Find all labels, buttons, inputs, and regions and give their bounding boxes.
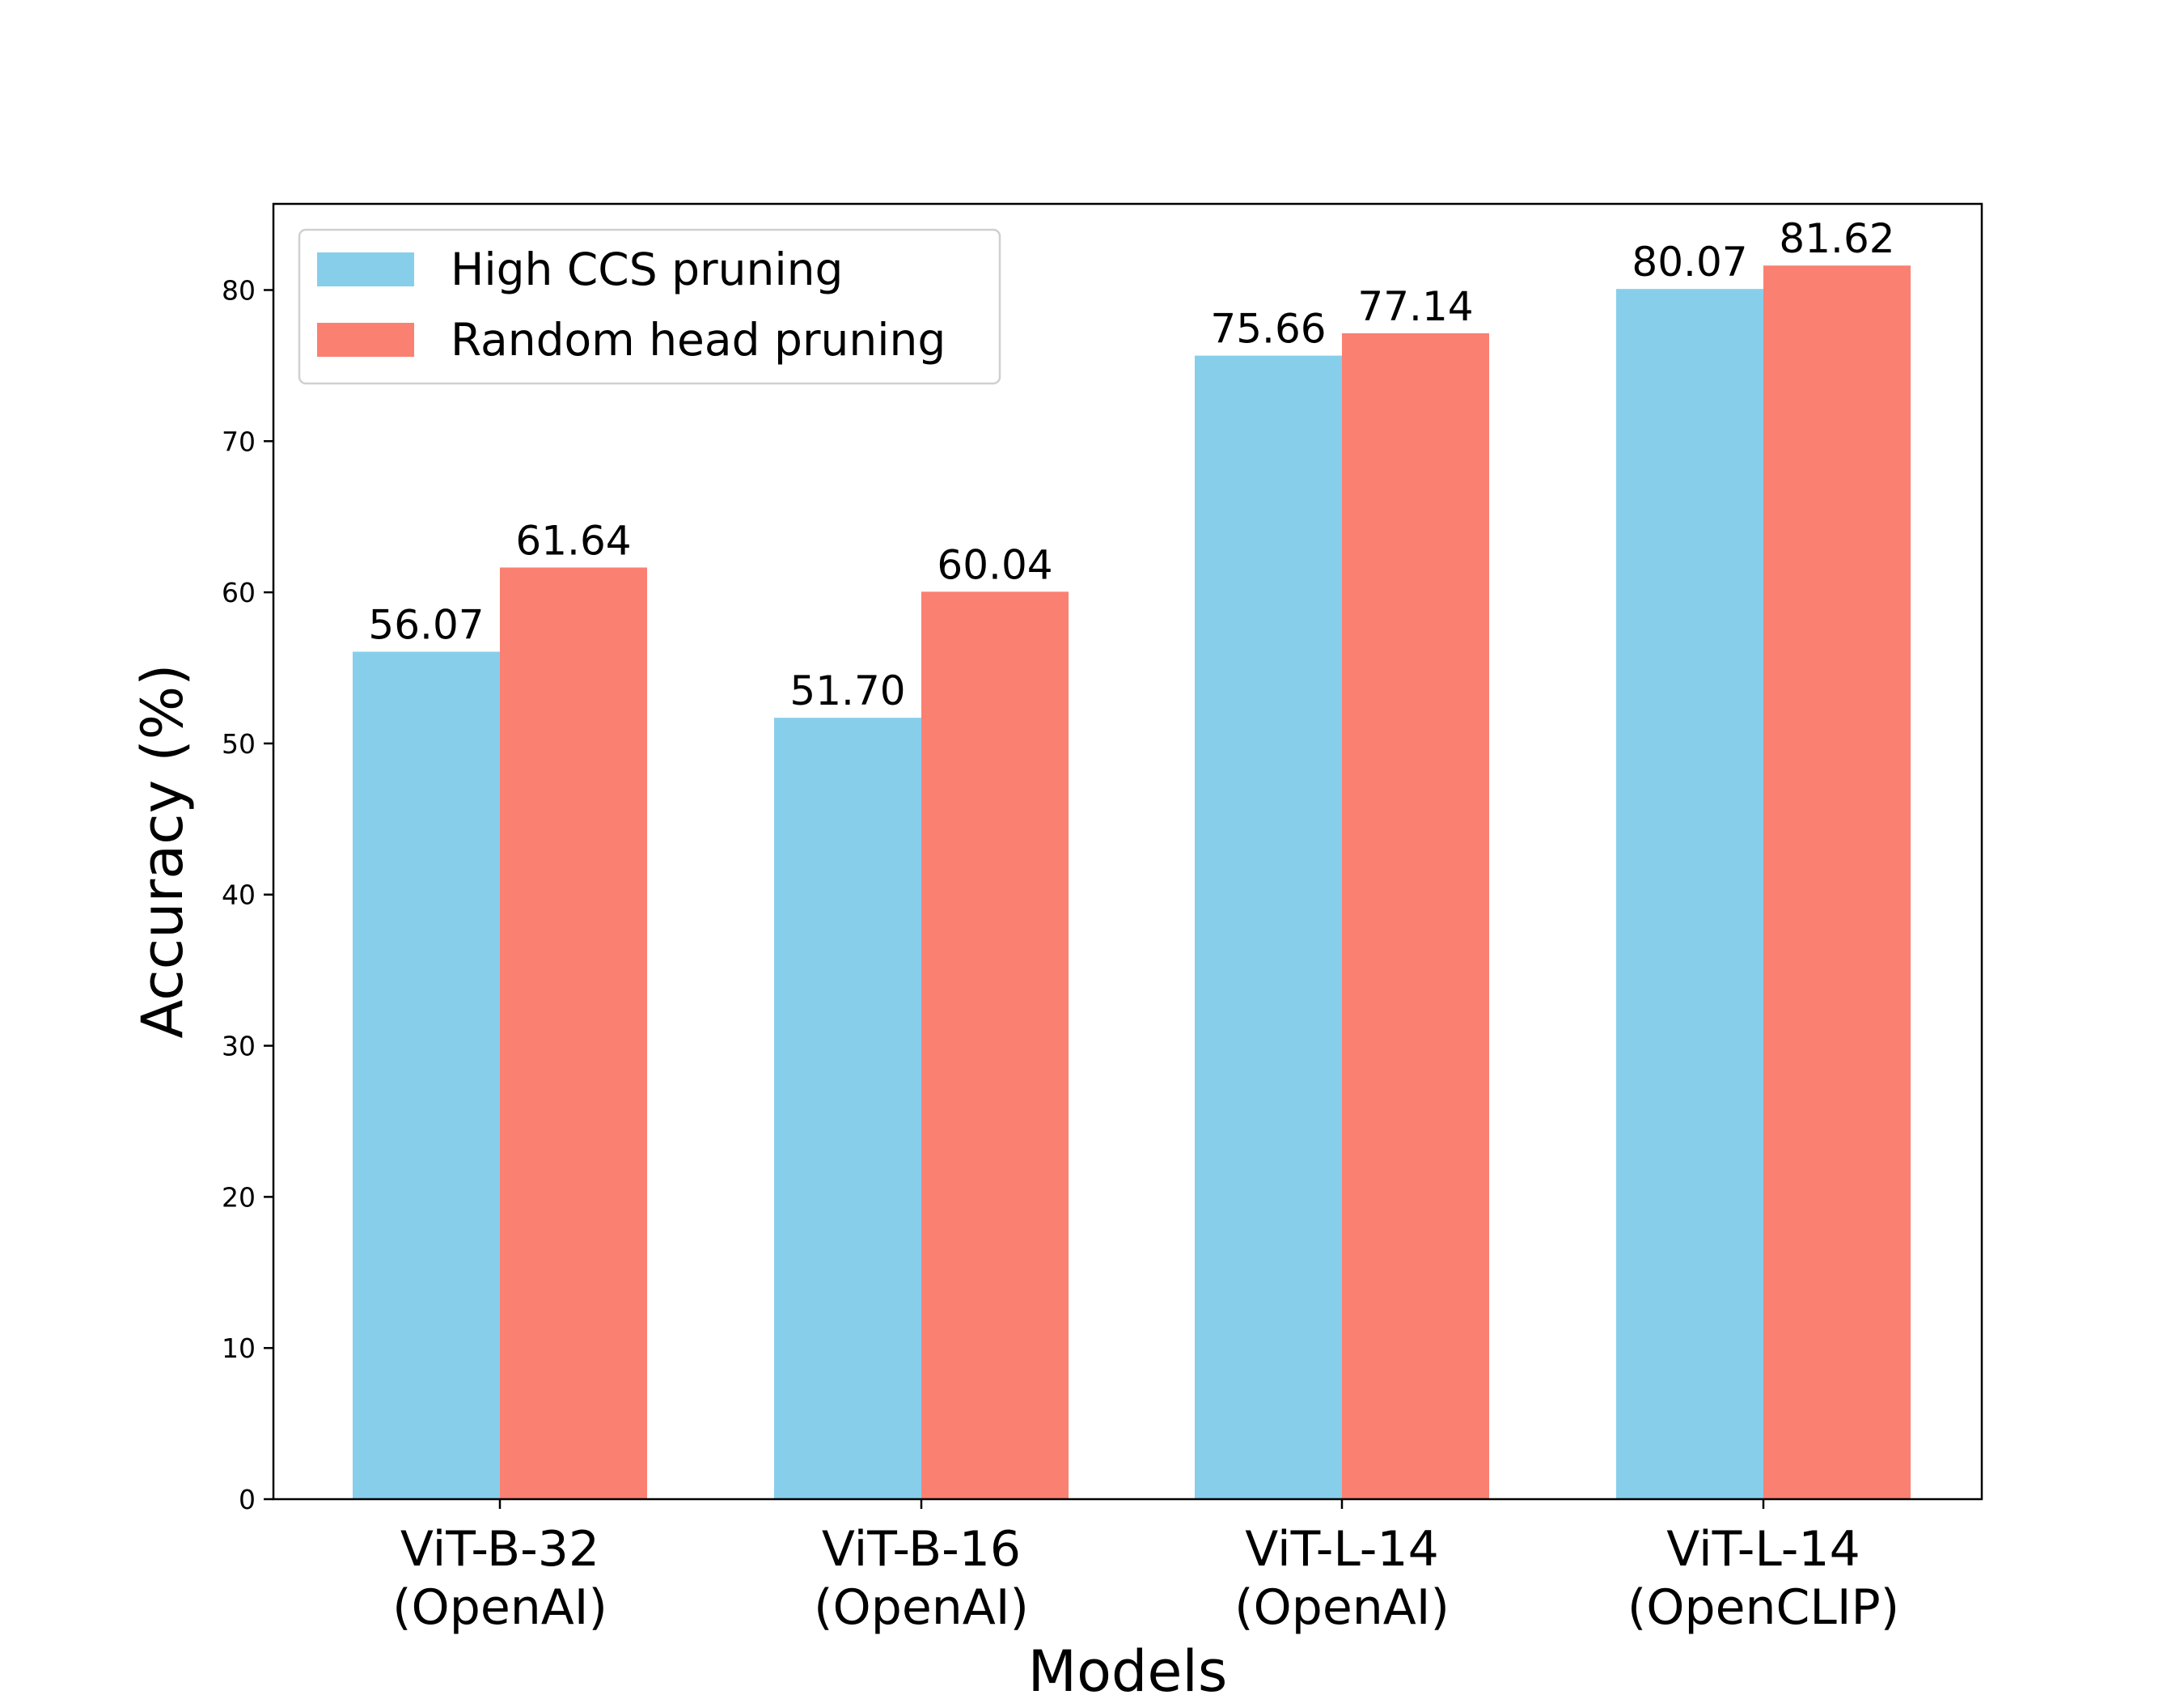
y-tick-label: 20 bbox=[222, 1181, 256, 1213]
legend-label-high-ccs: High CCS pruning bbox=[451, 244, 843, 295]
y-tick-label: 10 bbox=[222, 1333, 256, 1364]
x-tick-label: (OpenCLIP) bbox=[1627, 1579, 1899, 1636]
legend-swatch-high-ccs bbox=[317, 252, 414, 286]
y-tick-label: 40 bbox=[222, 879, 256, 911]
legend-label-random-head: Random head pruning bbox=[451, 314, 946, 366]
value-label-high-ccs-1: 51.70 bbox=[789, 667, 905, 714]
x-axis: ViT-B-32(OpenAI)ViT-B-16(OpenAI)ViT-L-14… bbox=[392, 1499, 1899, 1636]
legend-swatch-random-head bbox=[317, 323, 414, 357]
bar-high-ccs-2 bbox=[1195, 355, 1342, 1499]
plot-frame bbox=[272, 202, 1983, 1501]
y-tick-label: 0 bbox=[239, 1484, 256, 1515]
legend-frame bbox=[298, 228, 1001, 385]
bar-high-ccs-3 bbox=[1616, 289, 1763, 1500]
value-label-random-head-2: 77.14 bbox=[1357, 283, 1473, 330]
bar-random-head-0 bbox=[500, 567, 647, 1499]
y-tick-label: 80 bbox=[222, 274, 256, 306]
y-tick-label: 70 bbox=[222, 426, 256, 457]
bar-random-head-1 bbox=[921, 591, 1069, 1499]
value-label-high-ccs-0: 56.07 bbox=[368, 602, 484, 649]
y-tick-label: 50 bbox=[222, 728, 256, 760]
bar-value-labels: 56.07 51.70 75.66 80.07 61.64 60.04 77.14 81.62 bbox=[368, 215, 1894, 714]
value-label-high-ccs-2: 75.66 bbox=[1210, 306, 1326, 353]
bar-random-head-3 bbox=[1763, 265, 1911, 1499]
bars-layer bbox=[353, 265, 1911, 1500]
value-label-random-head-1: 60.04 bbox=[937, 541, 1052, 588]
x-tick-label: (OpenAI) bbox=[392, 1579, 607, 1636]
value-label-high-ccs-3: 80.07 bbox=[1632, 239, 1747, 286]
bar-random-head-2 bbox=[1342, 333, 1489, 1499]
value-label-random-head-3: 81.62 bbox=[1779, 215, 1894, 262]
y-tick-label: 30 bbox=[222, 1031, 256, 1062]
x-axis-title: Models bbox=[1028, 1638, 1228, 1699]
bar-high-ccs-0 bbox=[353, 651, 500, 1499]
x-tick-label: ViT-L-14 bbox=[1666, 1521, 1860, 1578]
bar-high-ccs-1 bbox=[774, 718, 921, 1499]
value-label-random-head-0: 61.64 bbox=[515, 517, 631, 564]
y-tick-label: 60 bbox=[222, 577, 256, 608]
x-tick-label: ViT-L-14 bbox=[1245, 1521, 1439, 1578]
x-tick-label: (OpenAI) bbox=[1234, 1579, 1450, 1636]
x-tick-label: ViT-B-32 bbox=[400, 1521, 599, 1578]
y-axis-title: Accuracy (%) bbox=[129, 664, 196, 1039]
x-tick-label: ViT-B-16 bbox=[822, 1521, 1021, 1578]
x-tick-label: (OpenAI) bbox=[814, 1579, 1029, 1636]
y-axis: 0 10 20 30 40 50 60 70 80 bbox=[222, 274, 273, 1515]
legend: High CCS pruning Random head pruning bbox=[298, 228, 1001, 385]
